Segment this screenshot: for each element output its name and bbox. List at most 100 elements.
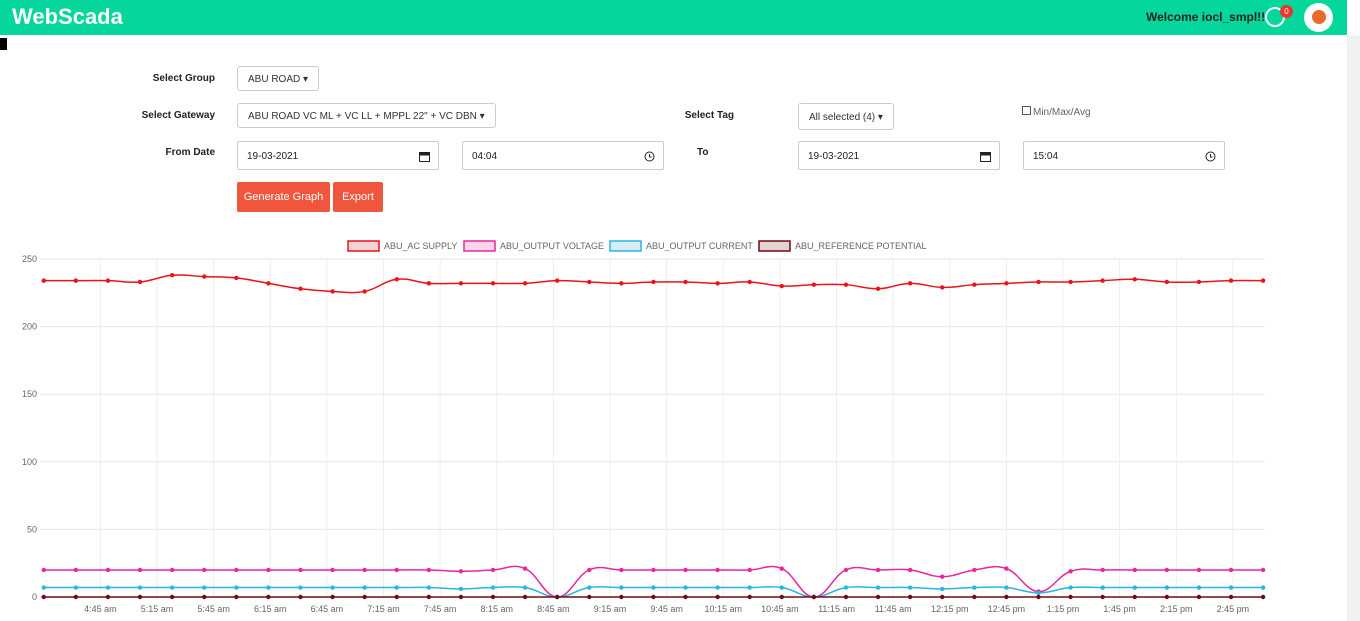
point <box>394 567 399 573</box>
point <box>875 567 881 573</box>
point <box>137 567 143 573</box>
x-tick-label: 9:15 am <box>594 604 627 614</box>
point <box>683 594 688 600</box>
export-button[interactable]: Export <box>333 182 383 212</box>
to-date[interactable]: 19-03-2021 <box>798 141 1000 170</box>
point <box>1068 569 1073 574</box>
generate-button[interactable]: Generate Graph <box>237 182 330 212</box>
header <box>0 0 1347 35</box>
point <box>1228 594 1234 600</box>
value: ABU ROAD <box>248 74 301 85</box>
point <box>1196 279 1202 285</box>
point <box>619 281 624 286</box>
point <box>1260 567 1266 573</box>
legend-swatch <box>758 240 791 252</box>
x-tick-label: 1:45 pm <box>1103 604 1136 614</box>
point <box>1100 594 1105 600</box>
point <box>843 282 849 287</box>
point <box>1132 567 1137 573</box>
y-tick-label: 100 <box>22 457 37 467</box>
point <box>587 585 592 590</box>
point <box>972 594 977 600</box>
point <box>490 567 496 573</box>
point <box>105 594 111 600</box>
point <box>875 594 881 600</box>
point <box>41 585 46 590</box>
point <box>266 567 271 573</box>
legend-label: ABU_OUTPUT CURRENT <box>646 241 753 251</box>
point <box>907 594 913 600</box>
tag-select[interactable]: All selected (4) ▾ <box>798 103 894 130</box>
x-tick-label: 2:45 pm <box>1217 604 1250 614</box>
point <box>972 567 977 573</box>
point <box>554 594 560 600</box>
calendar-icon <box>419 152 430 162</box>
point <box>940 594 945 600</box>
legend-swatch <box>463 240 496 252</box>
point <box>522 566 528 571</box>
point <box>234 275 239 281</box>
x-tick-label: 11:45 am <box>875 604 912 614</box>
x-tick-label: 5:45 am <box>197 604 230 614</box>
clock-icon <box>1205 151 1216 162</box>
y-tick-label: 250 <box>22 254 37 264</box>
point <box>1132 585 1137 590</box>
x-tick-label: 10:45 am <box>761 604 799 614</box>
point <box>362 567 367 573</box>
point <box>747 279 752 285</box>
point <box>169 585 175 590</box>
point <box>651 594 656 600</box>
avatar[interactable] <box>1304 3 1333 32</box>
x-tick-label: 2:15 pm <box>1160 604 1193 614</box>
point <box>1164 594 1170 600</box>
point <box>651 279 656 285</box>
x-tick-label: 6:45 am <box>311 604 344 614</box>
value: All selected (4) <box>809 112 876 123</box>
point <box>137 594 143 600</box>
point <box>394 594 399 600</box>
point <box>1036 279 1041 285</box>
point <box>202 585 207 590</box>
point <box>587 567 592 573</box>
point <box>779 566 784 571</box>
point <box>298 585 303 590</box>
from-date[interactable]: 19-03-2021 <box>237 141 439 170</box>
point <box>1004 566 1009 571</box>
x-tick-label: 6:15 am <box>254 604 287 614</box>
x-tick-label: 8:15 am <box>481 604 514 614</box>
point <box>843 567 849 573</box>
from-time[interactable]: 04:04 <box>462 141 664 170</box>
point <box>651 585 656 590</box>
point <box>362 594 367 600</box>
point <box>266 585 271 590</box>
point <box>1260 278 1266 283</box>
x-tick-label: 8:45 am <box>537 604 570 614</box>
minmax-checkbox[interactable]: Min/Max/Avg <box>1022 106 1091 118</box>
point <box>940 285 945 290</box>
gateway-select[interactable]: ABU ROAD VC ML + VC LL + MPPL 22" + VC D… <box>237 103 496 128</box>
point <box>1260 594 1266 600</box>
point <box>202 594 207 600</box>
point <box>1004 281 1009 286</box>
point <box>747 567 752 573</box>
point <box>522 594 528 600</box>
to-time[interactable]: 15:04 <box>1023 141 1225 170</box>
point <box>458 569 464 574</box>
calendar-icon <box>980 152 991 162</box>
point <box>1068 279 1073 285</box>
point <box>940 586 945 592</box>
point <box>234 594 239 600</box>
point <box>940 574 945 579</box>
brand[interactable]: WebScada <box>12 4 123 29</box>
legend-label: ABU_AC SUPPLY <box>384 241 457 251</box>
point <box>426 281 432 286</box>
sidebar-toggle[interactable] <box>0 38 7 50</box>
point <box>298 567 303 573</box>
point <box>458 586 464 592</box>
point <box>683 567 688 573</box>
group-select[interactable]: ABU ROAD ▾ <box>237 66 320 91</box>
point <box>875 286 881 291</box>
point <box>811 282 817 287</box>
point <box>1228 567 1234 573</box>
point <box>1196 594 1202 600</box>
